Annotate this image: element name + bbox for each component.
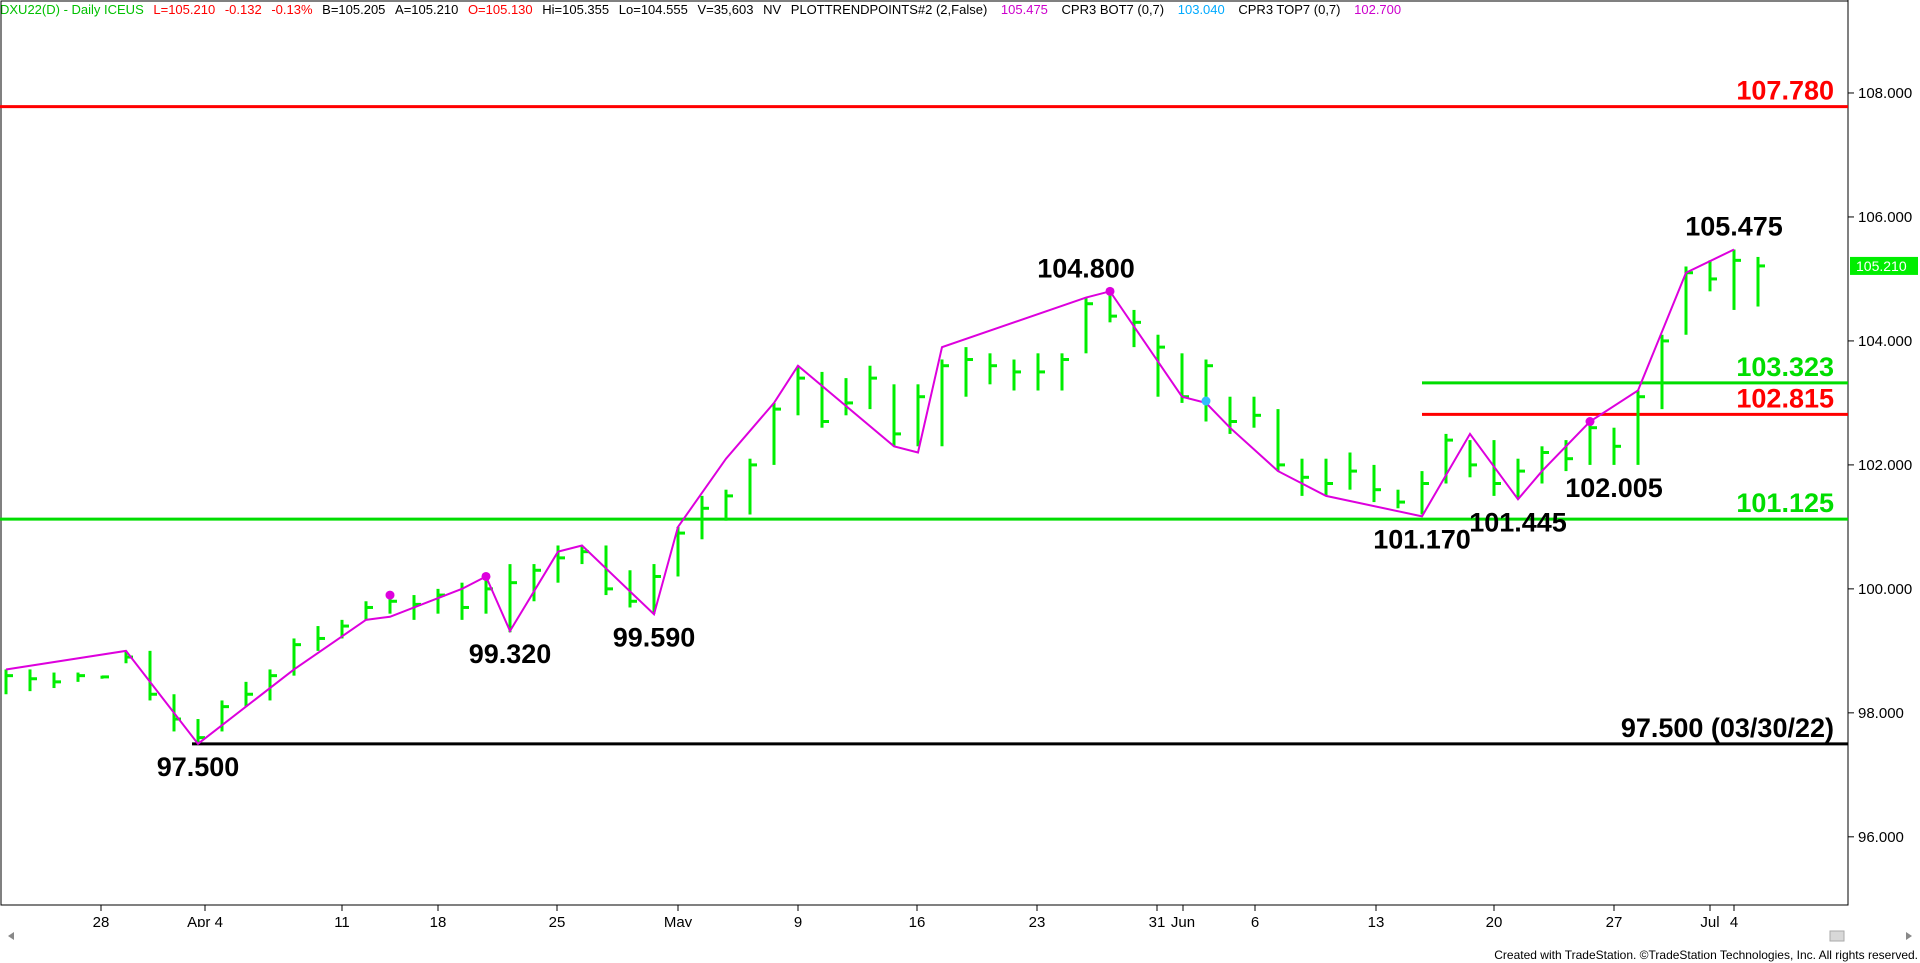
last-price-tag-label: 105.210 <box>1856 258 1907 274</box>
y-tick-label: 104.000 <box>1858 333 1912 350</box>
volume-value: V=35,603 <box>697 2 754 17</box>
pivot-annotation: 104.800 <box>1037 253 1135 283</box>
y-tick-label: 100.000 <box>1858 581 1912 598</box>
y-tick-label: 106.000 <box>1858 209 1912 226</box>
horizontal-scrollbar[interactable] <box>0 927 1920 945</box>
trend-point-marker <box>1201 396 1211 406</box>
scroll-thumb[interactable] <box>1829 930 1845 942</box>
y-tick-label: 98.000 <box>1858 705 1904 722</box>
pivot-annotation: 99.590 <box>613 622 696 652</box>
trend-point-marker <box>385 590 395 600</box>
pivot-annotation: 101.445 <box>1469 507 1567 537</box>
level-label: 102.815 <box>1736 383 1834 413</box>
pivot-annotation: 102.005 <box>1565 473 1663 503</box>
study2-value: 103.040 <box>1177 2 1225 17</box>
study1-value: 105.475 <box>1000 2 1048 17</box>
footer-credit: Created with TradeStation. ©TradeStation… <box>1494 948 1918 962</box>
change-value: -0.132 <box>224 2 262 17</box>
x-tick-label: May <box>664 914 693 931</box>
x-tick-label: 16 <box>909 914 926 931</box>
chart-header: DXU22(D) - Daily ICEUS L=105.210 -0.132 … <box>0 0 1840 20</box>
trend-point-marker <box>1105 286 1115 296</box>
x-tick-label: 13 <box>1368 914 1385 931</box>
open-price: O=105.130 <box>467 2 533 17</box>
y-tick-label: 102.000 <box>1858 457 1912 474</box>
trend-zigzag-line <box>5 248 1735 746</box>
pivot-annotation: 99.320 <box>469 639 552 669</box>
last-price-tag <box>1850 256 1918 275</box>
level-label: 107.780 <box>1736 76 1834 106</box>
study3-value: 102.700 <box>1354 2 1402 17</box>
bid-price: B=105.205 <box>322 2 386 17</box>
low-price: Lo=104.555 <box>618 2 688 17</box>
symbol-label: DXU22(D) - Daily ICEUS <box>0 2 144 17</box>
x-tick-label: 20 <box>1486 914 1503 931</box>
nv-label: NV <box>763 2 782 17</box>
study3-name: CPR3 TOP7 (0,7) <box>1238 2 1341 17</box>
x-tick-label: Jun <box>1171 914 1195 931</box>
change-percent: -0.13% <box>271 2 313 17</box>
level-label: 97.500 (03/30/22) <box>1621 713 1834 743</box>
plot-frame <box>0 0 1849 906</box>
y-tick-label: 108.000 <box>1858 85 1912 102</box>
x-tick-label: 18 <box>430 914 447 931</box>
x-tick-label: Apr 4 <box>187 914 223 931</box>
x-tick-label: 25 <box>549 914 566 931</box>
study2-name: CPR3 BOT7 (0,7) <box>1061 2 1165 17</box>
pivot-annotation: 105.475 <box>1685 211 1783 241</box>
last-price: L=105.210 <box>153 2 216 17</box>
level-label: 101.125 <box>1736 488 1834 518</box>
pivot-annotation: 101.170 <box>1373 524 1471 554</box>
x-tick-label: 9 <box>794 914 802 931</box>
x-tick-label: 28 <box>93 914 110 931</box>
study1-name: PLOTTRENDPOINTS#2 (2,False) <box>790 2 988 17</box>
ask-price: A=105.210 <box>395 2 459 17</box>
level-label: 103.323 <box>1736 352 1834 382</box>
y-tick-label: 96.000 <box>1858 829 1904 846</box>
trend-point-marker <box>1585 417 1595 427</box>
x-tick-label: Jul <box>1700 914 1719 931</box>
high-price: Hi=105.355 <box>542 2 610 17</box>
x-tick-label: 11 <box>334 914 350 931</box>
x-tick-label: 31 <box>1149 914 1166 931</box>
pivot-annotation: 97.500 <box>157 752 240 782</box>
x-tick-label: 4 <box>1730 914 1738 931</box>
scroll-left-arrow-icon[interactable] <box>8 932 14 940</box>
trend-point-marker <box>481 571 491 581</box>
x-tick-label: 23 <box>1029 914 1046 931</box>
scroll-right-arrow-icon[interactable] <box>1906 932 1912 940</box>
x-tick-label: 6 <box>1251 914 1259 931</box>
x-tick-label: 27 <box>1606 914 1623 931</box>
